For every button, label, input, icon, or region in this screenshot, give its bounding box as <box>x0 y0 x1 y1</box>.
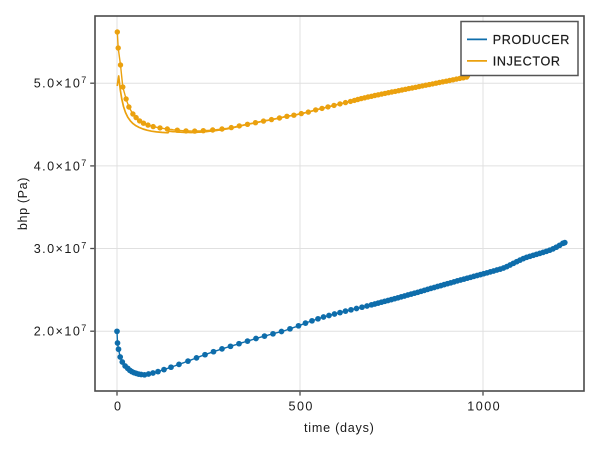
svg-text:INJECTOR: INJECTOR <box>493 55 561 69</box>
svg-text:3.0×107: 3.0×107 <box>34 240 88 256</box>
svg-text:0: 0 <box>114 400 122 414</box>
svg-text:5.0×107: 5.0×107 <box>34 75 88 91</box>
svg-text:PRODUCER: PRODUCER <box>493 33 570 47</box>
svg-text:4.0×107: 4.0×107 <box>34 158 88 174</box>
svg-text:time (days): time (days) <box>304 421 375 435</box>
svg-text:1000: 1000 <box>467 400 501 414</box>
svg-text:2.0×107: 2.0×107 <box>34 323 88 339</box>
svg-text:bhp (Pa): bhp (Pa) <box>16 177 30 230</box>
svg-text:500: 500 <box>289 400 314 414</box>
